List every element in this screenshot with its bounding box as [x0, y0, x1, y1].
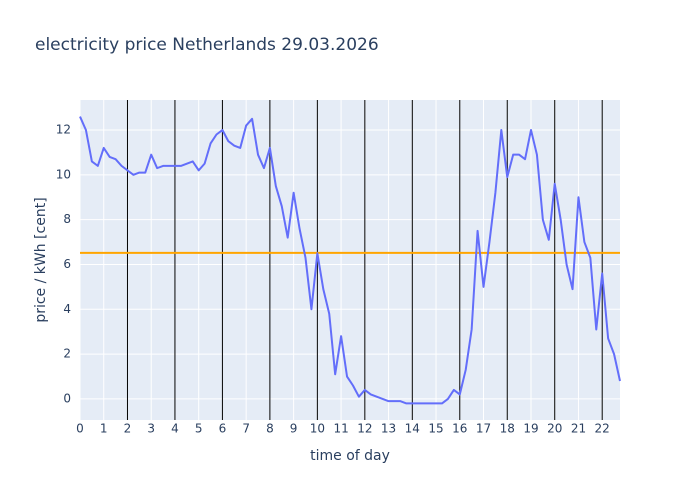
- x-tick-label: 9: [290, 422, 298, 436]
- x-tick-label: 6: [219, 422, 227, 436]
- plot-background: [80, 100, 620, 420]
- y-tick-label: 8: [63, 212, 71, 226]
- x-tick-label: 1: [100, 422, 108, 436]
- y-tick-label: 10: [56, 167, 71, 181]
- x-tick-label: 13: [381, 422, 396, 436]
- x-tick-label: 18: [500, 422, 515, 436]
- x-axis-title: time of day: [310, 448, 390, 464]
- x-tick-label: 0: [76, 422, 84, 436]
- x-tick-label: 10: [310, 422, 325, 436]
- x-tick-label: 14: [405, 422, 420, 436]
- y-tick-label: 6: [63, 257, 71, 271]
- y-tick-label: 0: [63, 391, 71, 405]
- y-tick-label: 12: [56, 123, 71, 137]
- x-tick-label: 15: [428, 422, 443, 436]
- x-tick-label: 11: [333, 422, 348, 436]
- x-tick-label: 22: [595, 422, 610, 436]
- y-axis-title: price / kWh [cent]: [33, 197, 49, 322]
- x-tick-label: 16: [452, 422, 467, 436]
- x-tick-label: 19: [523, 422, 538, 436]
- y-tick-label: 4: [63, 302, 71, 316]
- price-line: [79, 116, 621, 405]
- x-tick-label: 5: [195, 422, 203, 436]
- chart-title: electricity price Netherlands 29.03.2026: [35, 35, 379, 55]
- x-tick-label: 20: [547, 422, 562, 436]
- x-tick-label: 12: [357, 422, 372, 436]
- x-tick-label: 17: [476, 422, 491, 436]
- x-tick-label: 4: [171, 422, 179, 436]
- y-tick-label: 2: [63, 347, 71, 361]
- x-tick-label: 3: [147, 422, 155, 436]
- x-tick-label: 21: [571, 422, 586, 436]
- x-tick-label: 7: [242, 422, 250, 436]
- x-tick-label: 8: [266, 422, 274, 436]
- x-tick-label: 2: [124, 422, 132, 436]
